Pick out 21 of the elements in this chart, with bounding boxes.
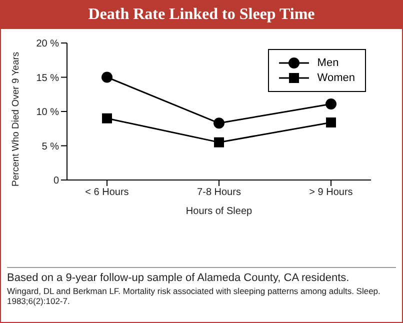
x-tick-label: 7-8 Hours <box>197 187 241 198</box>
point <box>214 118 224 129</box>
y-tick-label: 10 % <box>36 107 60 118</box>
point <box>102 72 112 83</box>
legend-label: Men <box>317 57 339 69</box>
point <box>326 117 336 128</box>
x-tick-label: > 9 Hours <box>309 187 353 198</box>
point <box>102 113 112 124</box>
legend-label: Women <box>317 72 355 84</box>
y-tick-label: 20 % <box>36 38 60 50</box>
y-tick-label: 0 <box>53 176 60 187</box>
chart-title: Death Rate Linked to Sleep Time <box>1 1 402 29</box>
text: Wingard, DL and Berkman LF. Mortality risk associated with sleeping patterns among adults. Sleep. 1983;6(2):102-7. <box>7 286 382 306</box>
text: Based on a 9-year follow-up sample of Alameda County, CA residents. <box>7 272 350 284</box>
point <box>326 98 336 110</box>
y-tick-label: 15 % <box>36 72 60 84</box>
x-tick-label: < 6 Hours <box>85 187 129 198</box>
point <box>214 137 224 148</box>
x-axis-title: Hours of Sleep <box>186 206 253 217</box>
y-axis-title: Percent Who Died Over 9 Years <box>10 52 22 186</box>
y-tick-label: 5 % <box>42 141 60 152</box>
